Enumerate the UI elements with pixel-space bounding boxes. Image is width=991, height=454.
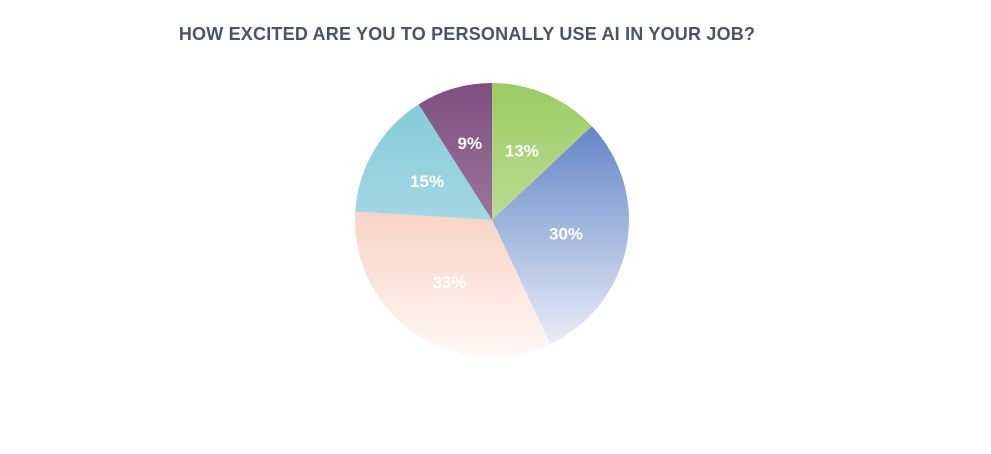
pie-slice-label-3: 33%: [433, 273, 467, 292]
chart-title: HOW EXCITED ARE YOU TO PERSONALLY USE AI…: [178, 24, 756, 44]
pie-slices: [354, 83, 629, 357]
pie-slice-5: [418, 83, 492, 220]
pie-slice-1: [492, 83, 592, 220]
pie-slice-4: [355, 104, 492, 220]
pie-labels: 13% 30% 33% 15% 9%: [410, 134, 583, 292]
pie-slice-label-1: 13%: [505, 141, 539, 160]
pie-slice-3: [354, 211, 551, 357]
pie-slice-label-2: 30%: [549, 225, 583, 244]
pie-slice-label-5: 9%: [458, 134, 483, 153]
pie-slice-2: [492, 126, 629, 344]
pie-slice-label-4: 15%: [410, 172, 444, 191]
